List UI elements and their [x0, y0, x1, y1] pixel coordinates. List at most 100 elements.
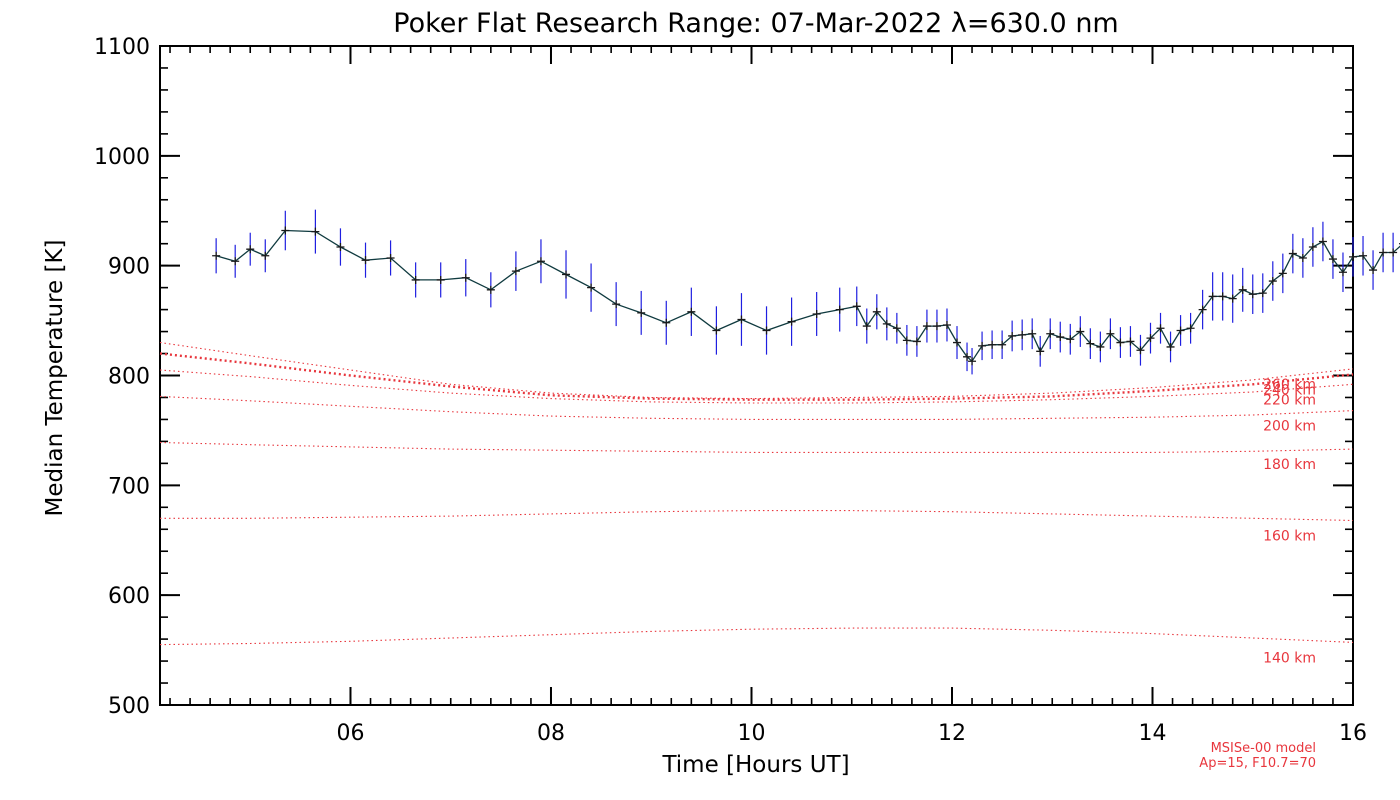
data-point: [1228, 294, 1237, 303]
data-point: [1106, 329, 1115, 338]
data-point: [882, 319, 891, 328]
data-point: [922, 322, 931, 331]
x-tick-label: 06: [336, 721, 364, 746]
data-point: [872, 307, 881, 316]
plot-frame: [159, 45, 1354, 706]
data-point: [386, 253, 395, 262]
data-point: [1056, 333, 1065, 342]
data-point: [486, 285, 495, 294]
measured-series: [212, 209, 1400, 375]
model-line-260-km: [159, 341, 1354, 400]
data-point: [411, 275, 420, 284]
data-point: [835, 305, 844, 314]
data-point: [281, 226, 290, 235]
x-axis-title: Time [Hours UT]: [661, 752, 849, 778]
data-point: [963, 352, 972, 361]
x-tick-label: 12: [938, 721, 966, 746]
data-point: [461, 273, 470, 282]
model-label-260-km: 260 km: [1263, 377, 1316, 393]
data-point: [311, 227, 320, 236]
data-point: [336, 242, 345, 251]
data-point: [1379, 248, 1388, 257]
model-line-240-km: [159, 352, 1354, 401]
data-point: [1208, 292, 1217, 301]
data-point: [1298, 253, 1307, 262]
data-point: [1248, 290, 1257, 299]
model-footnote-line-2: Ap=15, F10.7=70: [1199, 756, 1316, 771]
axes-frame: [159, 45, 1354, 706]
data-point: [932, 322, 941, 331]
data-point: [762, 326, 771, 335]
data-point: [1389, 248, 1398, 257]
data-point: [1146, 334, 1155, 343]
data-point: [662, 318, 671, 327]
data-point: [637, 308, 646, 317]
data-point: [998, 340, 1007, 349]
data-point: [1036, 347, 1045, 356]
y-tick-label: 1000: [94, 145, 150, 170]
data-point: [1369, 266, 1378, 275]
data-point: [1278, 269, 1287, 278]
y-axis-title: Median Temperature [K]: [42, 240, 68, 517]
data-point: [1258, 289, 1267, 298]
data-point: [902, 336, 911, 345]
model-label-180-km: 180 km: [1263, 457, 1316, 473]
data-point: [246, 245, 255, 254]
model-line-180-km: [159, 441, 1354, 453]
y-tick-label: 500: [108, 694, 150, 719]
data-point: [953, 338, 962, 347]
x-tick-label: 08: [537, 721, 565, 746]
data-point: [587, 283, 596, 292]
y-tick-label: 700: [108, 474, 150, 499]
data-point: [1086, 339, 1095, 348]
data-point: [988, 340, 997, 349]
tick-labels: 06 08 10 12 14 16 500 600 700 800 900 1000 1100: [94, 35, 1367, 746]
y-tick-label: 1100: [94, 35, 150, 60]
model-label-200-km: 200 km: [1263, 419, 1316, 435]
x-tick-label: 10: [737, 721, 765, 746]
model-label-140-km: 140 km: [1263, 650, 1316, 666]
model-line-160-km: [160, 510, 1354, 522]
x-tick-label: 14: [1138, 721, 1166, 746]
data-point: [1328, 255, 1337, 264]
data-point: [1028, 329, 1037, 338]
data-point: [1268, 277, 1277, 286]
data-point: [1018, 330, 1027, 339]
data-point: [1096, 342, 1105, 351]
data-point: [787, 317, 796, 326]
chart-title: Poker Flat Research Range: 07-Mar-2022 λ…: [393, 8, 1118, 39]
data-point: [231, 257, 240, 266]
data-point: [212, 251, 221, 260]
data-point: [1349, 252, 1357, 261]
data-point: [612, 300, 621, 309]
model-footnote-line-1: MSISe-00 model: [1211, 741, 1316, 756]
data-point: [1186, 324, 1195, 333]
data-point: [1308, 242, 1317, 251]
data-point: [968, 357, 977, 366]
data-point: [1166, 342, 1175, 351]
data-point: [1136, 346, 1145, 355]
model-label-220-km: 220 km: [1263, 392, 1316, 408]
data-point: [361, 256, 370, 265]
x-tick-label: 16: [1339, 721, 1367, 746]
data-point: [852, 302, 861, 311]
model-line-140-km: [159, 627, 1354, 646]
model-line-200-km: [159, 395, 1354, 420]
data-point: [261, 251, 270, 260]
y-tick-label: 600: [108, 584, 150, 609]
data-point: [1198, 305, 1207, 314]
data-point: [1238, 285, 1247, 294]
data-point: [1008, 331, 1017, 340]
data-point: [912, 337, 921, 346]
data-point: [1359, 251, 1368, 260]
data-point: [511, 267, 520, 276]
data-point: [1176, 326, 1185, 335]
data-point: [812, 309, 821, 318]
data-point: [1116, 338, 1125, 347]
y-tick-label: 900: [108, 255, 150, 280]
data-point: [1046, 329, 1055, 338]
data-point: [1126, 337, 1135, 346]
data-point: [562, 270, 571, 279]
